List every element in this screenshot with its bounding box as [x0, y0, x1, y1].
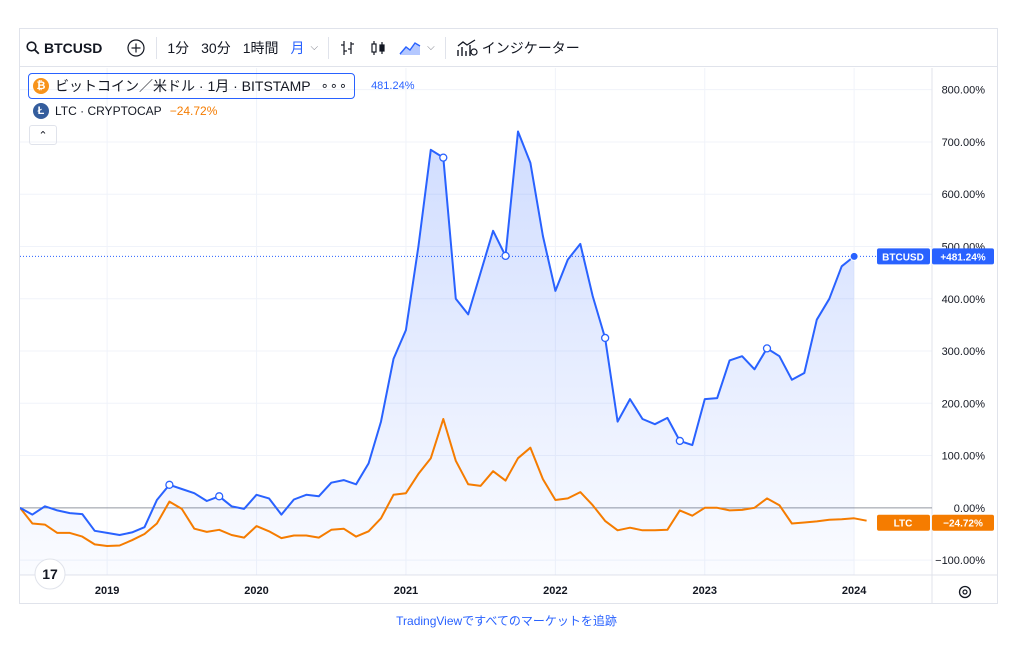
candles-style-button[interactable]	[363, 29, 393, 67]
main-series-legend[interactable]: ₿ ビットコイン／米ドル · 1月 · BITSTAMP ∘∘∘	[28, 73, 356, 99]
y-tick-label: 0.00%	[954, 503, 985, 515]
collapse-legend-button[interactable]: ⌃	[29, 125, 57, 145]
gear-icon[interactable]	[957, 584, 973, 600]
x-tick-label: 2019	[95, 585, 119, 597]
toolbar: BTCUSD 1分 30分 1時間 月 ⌵	[20, 29, 997, 67]
y-tick-label: 600.00%	[942, 189, 986, 201]
x-tick-label: 2021	[394, 585, 418, 597]
btc-area-fill	[20, 131, 855, 575]
divider	[156, 36, 158, 59]
data-point-marker[interactable]	[675, 436, 684, 446]
bars-icon	[341, 40, 355, 55]
chevron-down-icon: ⌵	[310, 42, 319, 53]
divider	[444, 36, 446, 59]
y-tick-label: 400.00%	[942, 294, 986, 306]
footer-link[interactable]: TradingViewですべてのマーケットを追跡	[396, 614, 617, 628]
btc-series-line	[20, 130, 855, 536]
compare-series-legend[interactable]: Ł LTC · CRYPTOCAP −24.72%	[28, 103, 415, 119]
indicators-label: インジケーター	[481, 39, 580, 56]
indicators-button[interactable]: インジケーター	[450, 29, 586, 67]
series-name-badge-text: BTCUSD	[882, 252, 924, 263]
litecoin-icon: Ł	[33, 103, 49, 119]
compare-series-title: LTC · CRYPTOCAP	[55, 104, 162, 118]
bitcoin-icon: ₿	[33, 78, 49, 94]
chevron-up-icon: ⌃	[38, 129, 48, 142]
data-point-marker[interactable]	[165, 480, 174, 489]
symbol-label: BTCUSD	[44, 39, 103, 56]
main-series-title: ビットコイン／米ドル · 1月 · BITSTAMP	[55, 78, 311, 94]
ltc-series-line	[20, 418, 867, 547]
chart-widget: BTCUSD 1分 30分 1時間 月 ⌵	[19, 28, 998, 604]
series-value-badge-text: +481.24%	[940, 252, 985, 263]
timeframe-1h[interactable]: 1時間	[242, 39, 279, 56]
divider	[328, 36, 330, 59]
logo-text: 17	[42, 566, 58, 582]
x-tick-label: 2024	[842, 585, 867, 597]
series-value-badge-text: −24.72%	[943, 519, 983, 530]
y-tick-label: 200.00%	[942, 398, 986, 410]
area-icon	[399, 41, 421, 55]
search-icon	[26, 40, 40, 54]
series-value-badge	[932, 248, 994, 265]
symbol-search[interactable]: BTCUSD	[20, 29, 108, 67]
data-point-marker[interactable]	[215, 492, 224, 501]
main-series-change: 481.24%	[371, 80, 415, 92]
plus-circle-icon	[127, 38, 145, 57]
data-point-marker[interactable]	[439, 153, 448, 162]
timeframe-30m[interactable]: 30分	[201, 39, 231, 56]
x-tick-label: 2023	[693, 585, 717, 597]
chart-svg[interactable]: 800.00%700.00%600.00%500.00%400.00%300.0…	[20, 68, 997, 604]
bars-style-button[interactable]	[333, 29, 363, 67]
series-name-badge	[877, 514, 930, 531]
data-point-marker[interactable]	[501, 251, 510, 261]
compare-series-change: −24.72%	[169, 104, 218, 118]
y-tick-label: 700.00%	[942, 137, 986, 149]
chevron-down-icon: ⌵	[427, 42, 435, 53]
data-point-marker[interactable]	[601, 333, 610, 343]
y-tick-label: 800.00%	[942, 85, 986, 97]
y-tick-label: 100.00%	[942, 451, 986, 463]
area-style-button[interactable]: ⌵	[393, 29, 441, 67]
more-options-icon[interactable]: ∘∘∘	[320, 78, 349, 93]
x-tick-label: 2022	[543, 585, 567, 597]
candles-icon	[371, 40, 385, 55]
indicators-icon	[457, 38, 478, 56]
series-value-badge	[932, 514, 994, 531]
last-value-dot	[849, 251, 859, 261]
compare-button[interactable]	[120, 29, 152, 67]
series-name-badge-text: LTC	[894, 519, 913, 530]
y-tick-label: 300.00%	[942, 346, 986, 358]
active-timeframe: 月	[290, 39, 305, 56]
chart-legend: ₿ ビットコイン／米ドル · 1月 · BITSTAMP ∘∘∘ 481.24%…	[28, 73, 415, 119]
data-point-marker[interactable]	[762, 344, 772, 353]
y-tick-label: −100.00%	[935, 555, 985, 567]
x-tick-label: 2020	[244, 585, 268, 597]
timeframe-dropdown[interactable]: 月 ⌵	[285, 29, 325, 67]
tradingview-logo[interactable]: 17	[34, 558, 66, 590]
timeframe-1m[interactable]: 1分	[167, 39, 190, 56]
series-name-badge	[877, 248, 930, 265]
